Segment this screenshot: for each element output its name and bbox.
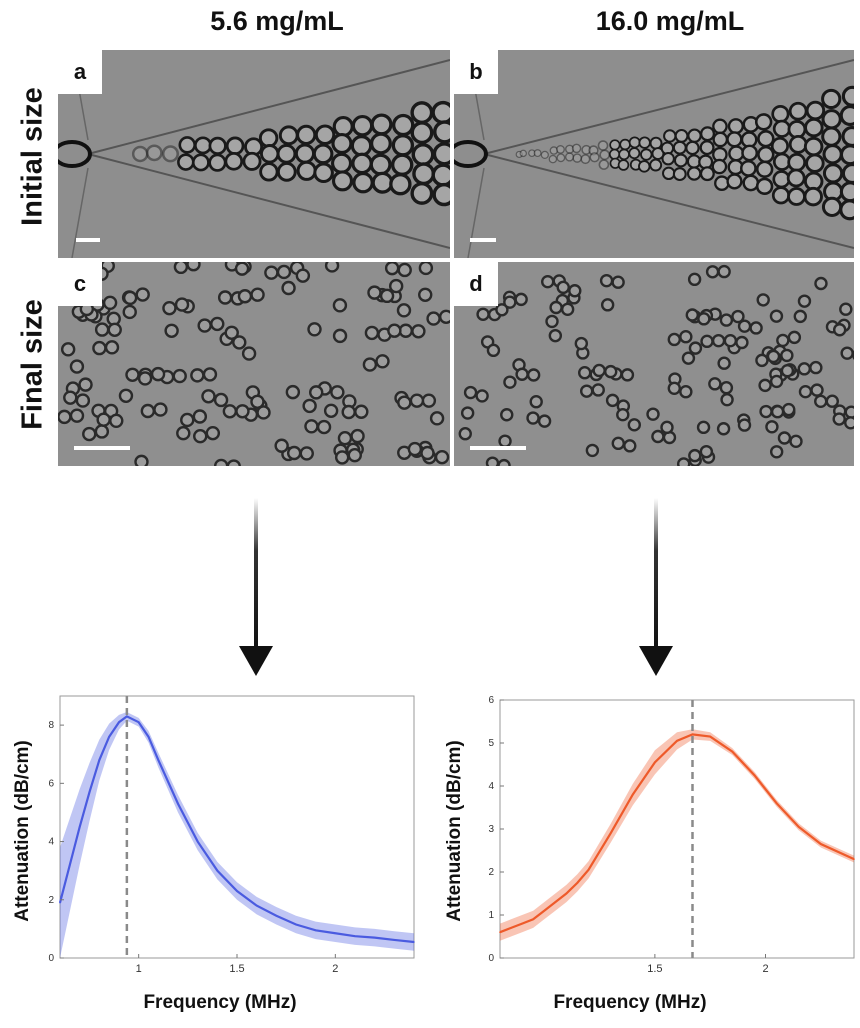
right-data-point (654, 761, 656, 764)
left-data-point (177, 802, 179, 805)
right-data-point (820, 843, 822, 845)
right-data-point (587, 869, 590, 871)
left-data-point (147, 735, 150, 738)
left-data-point (354, 935, 356, 937)
left-data-point (236, 890, 238, 892)
row-label-initial-size: Initial size (16, 87, 49, 226)
left-data-point (373, 936, 376, 939)
right-confidence-band (500, 729, 854, 941)
right-data-point (543, 909, 546, 912)
right-y-tick-label: 3 (488, 824, 494, 835)
right-data-point (797, 826, 800, 828)
micrograph-panel-c: c (58, 262, 450, 466)
attenuation-chart-left: 0 2 4 6 8 1 1.5 2 (48, 695, 415, 975)
y-axis-label-right: Attenuation (dB/cm) (444, 740, 465, 922)
left-data-point (118, 721, 120, 723)
right-data-point (775, 802, 778, 804)
panel-label-c: c (58, 262, 102, 306)
right-y-tick-label: 6 (488, 695, 494, 706)
right-data-point (709, 735, 711, 738)
column-title-right: 16.0 mg/mL (595, 6, 745, 36)
right-data-point (676, 740, 678, 742)
right-y-tick-label: 4 (488, 781, 494, 792)
x-axis-label-right: Frequency (MHz) (553, 992, 707, 1013)
left-data-point (88, 791, 91, 793)
column-title-left: 5.6 mg/mL (210, 6, 344, 36)
left-data-point (157, 759, 160, 761)
right-data-point (609, 832, 612, 835)
scale-bar-b (470, 238, 496, 242)
right-plot-area (499, 699, 855, 959)
channel-image-a (58, 50, 450, 258)
right-x-tick-label: 2 (762, 963, 768, 975)
right-data-point (565, 892, 568, 895)
right-y-tick-label: 1 (488, 910, 494, 921)
left-data-point (334, 932, 337, 935)
attenuation-chart-right: 0 1 2 3 4 5 6 1.5 2 (488, 695, 855, 975)
right-data-point (853, 858, 855, 860)
left-data-point (295, 923, 297, 926)
panel-label-d: d (454, 262, 498, 306)
left-data-point (69, 864, 71, 866)
scale-bar-a (76, 238, 100, 242)
right-y-tick-label: 2 (488, 867, 494, 878)
droplet-field-d (454, 262, 854, 466)
down-arrow-left (239, 498, 273, 676)
left-data-point (255, 904, 258, 907)
right-data-point (510, 927, 512, 929)
left-y-tick-label: 0 (48, 953, 54, 964)
right-data-point (691, 733, 694, 736)
droplets-a (131, 100, 450, 207)
right-data-point (576, 881, 579, 884)
panel-label-a: a (58, 50, 102, 94)
left-x-tick-label: 2 (332, 963, 338, 975)
down-arrow-right (639, 498, 673, 676)
left-data-point (196, 840, 199, 843)
channel-image-b (454, 50, 854, 258)
left-data-point (59, 901, 61, 904)
left-data-point (393, 939, 396, 941)
scale-bar-c (74, 446, 130, 450)
micrograph-panel-a: a (58, 50, 450, 258)
left-data-point (216, 869, 219, 872)
y-axis-label-left: Attenuation (dB/cm) (12, 740, 33, 922)
right-x-tick-label: 1.5 (647, 963, 662, 975)
right-data-point (499, 931, 501, 933)
left-data-point (137, 721, 140, 723)
micrograph-panel-b: b (454, 50, 854, 258)
right-data-point (521, 922, 523, 925)
left-data-point (126, 715, 128, 718)
left-x-tick-label: 1 (136, 963, 142, 975)
right-data-point (554, 901, 557, 903)
droplet-field-c (58, 262, 450, 466)
row-label-final-size: Final size (16, 299, 49, 430)
right-data-point (731, 750, 734, 753)
right-data-point (532, 918, 534, 921)
left-y-tick-label: 2 (48, 895, 54, 906)
scale-bar-d (470, 446, 526, 450)
right-y-tick-label: 0 (488, 953, 494, 964)
right-data-point (753, 774, 756, 777)
x-axis-label-left: Frequency (MHz) (143, 992, 297, 1013)
left-y-tick-label: 4 (48, 837, 54, 848)
left-y-tick-label: 6 (48, 778, 54, 789)
left-series-line (58, 715, 415, 944)
panel-label-b: b (454, 50, 498, 94)
micrograph-panel-d: d (454, 262, 854, 466)
droplets-b (515, 85, 854, 221)
right-data-point (631, 793, 634, 796)
left-data-point (78, 826, 81, 828)
left-data-point (98, 759, 101, 761)
left-y-tick-label: 8 (48, 720, 54, 731)
left-data-point (314, 929, 317, 932)
right-y-tick-label: 5 (488, 738, 494, 749)
left-x-tick-label: 1.5 (229, 963, 244, 975)
left-data-point (275, 914, 278, 917)
left-confidence-band (60, 712, 414, 958)
left-data-point (413, 941, 415, 943)
left-data-point (108, 735, 110, 738)
left-plot-area (59, 695, 415, 959)
